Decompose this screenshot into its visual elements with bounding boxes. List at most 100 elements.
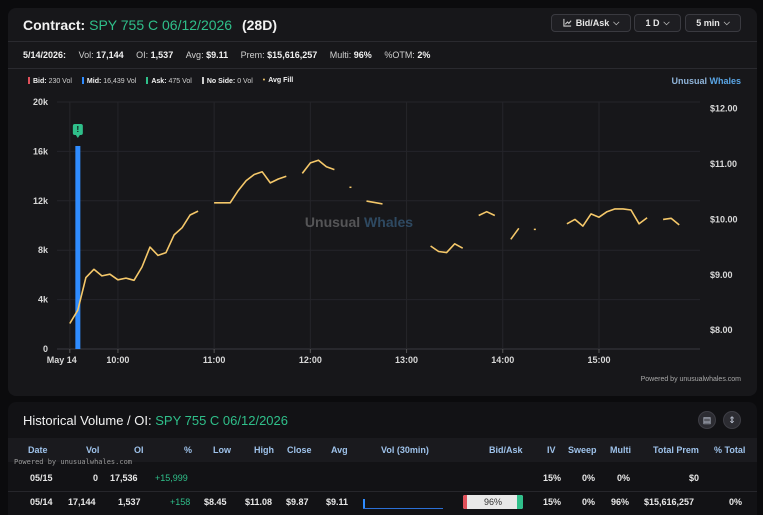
col-avg[interactable]: Avg bbox=[331, 445, 348, 455]
cell-date: 05/15 bbox=[30, 473, 53, 483]
interval-label: 5 min bbox=[696, 18, 720, 28]
cell-avg: $9.11 bbox=[326, 497, 349, 507]
table-row[interactable]: 05/15 0 17,536 +15,999 15% 0% 0% $0 bbox=[8, 469, 757, 489]
chevron-down-icon: ⌵ bbox=[723, 18, 730, 27]
col-vol[interactable]: Vol bbox=[86, 445, 100, 455]
contract-title: Contract: SPY 755 C 06/12/2026 (28D) bbox=[23, 17, 277, 33]
legend-ask[interactable]: Ask: 475 Vol bbox=[146, 77, 192, 85]
watermark-part1: Unusual bbox=[305, 214, 360, 230]
avg-fill-line[interactable] bbox=[478, 210, 496, 217]
table-icon: ▤ bbox=[702, 414, 712, 425]
cell-vol: 17,144 bbox=[68, 497, 96, 507]
col-date[interactable]: Date bbox=[28, 445, 48, 455]
contract-chart-panel: Contract: SPY 755 C 06/12/2026 (28D) Bid… bbox=[8, 8, 757, 396]
y-left-tick-label: 8k bbox=[38, 245, 49, 255]
avg-fill-line[interactable] bbox=[301, 159, 335, 174]
avg-fill-line[interactable] bbox=[566, 208, 648, 227]
col-low[interactable]: Low bbox=[213, 445, 231, 455]
historical-contract[interactable]: SPY 755 C 06/12/2026 bbox=[155, 413, 288, 428]
col-close[interactable]: Close bbox=[287, 445, 312, 455]
volume-bar[interactable] bbox=[75, 145, 81, 349]
legend-ask-value: 475 Vol bbox=[168, 78, 192, 85]
historical-title-label: Historical Volume / OI: bbox=[23, 413, 152, 428]
cell-close: $9.87 bbox=[286, 497, 309, 507]
table-header: Date Vol OI % Low High Close Avg Vol (30… bbox=[8, 438, 757, 462]
timeframe-label: 1 D bbox=[645, 18, 660, 28]
col-bidask[interactable]: Bid/Ask bbox=[489, 445, 523, 455]
col-oi[interactable]: OI bbox=[134, 445, 144, 455]
chart-icon bbox=[563, 18, 572, 29]
vol30-bar-fill bbox=[363, 499, 365, 508]
volume-price-chart[interactable]: ! 0 4k 8k 12k 16k 20k $8.00 $9.00 $10.00 $11.00 $1… bbox=[8, 90, 757, 390]
avg-fill-line[interactable] bbox=[510, 227, 520, 240]
legend-mid-value: 16,439 Vol bbox=[103, 78, 137, 85]
row-divider bbox=[8, 491, 757, 492]
cell-total-prem: $15,616,257 bbox=[644, 497, 695, 507]
sort-button[interactable]: ⇕ bbox=[723, 411, 741, 429]
col-iv[interactable]: IV bbox=[547, 445, 556, 455]
stats-divider bbox=[8, 68, 757, 69]
avg-fill-line[interactable] bbox=[366, 200, 383, 205]
chevron-down-icon: ⌵ bbox=[613, 18, 620, 27]
x-tick-label: May 14 bbox=[47, 355, 77, 365]
oi-label: OI: bbox=[136, 50, 149, 60]
avg-fill-line[interactable] bbox=[430, 243, 464, 254]
table-powered-by[interactable]: Powered by unusualwhales.com bbox=[14, 458, 133, 466]
historical-title: Historical Volume / OI: SPY 755 C 06/12/… bbox=[23, 413, 288, 428]
cell-pct-total: 0% bbox=[729, 497, 743, 507]
avg-fill-line[interactable] bbox=[662, 217, 680, 226]
contract-stats: 5/14/2026: Vol: 17,144 OI: 1,537 Avg: $9… bbox=[23, 50, 430, 60]
header-divider bbox=[8, 41, 757, 42]
bid-segment bbox=[463, 495, 467, 509]
stats-premium: $15,616,257 bbox=[267, 50, 318, 60]
col-pct[interactable]: % bbox=[184, 445, 193, 455]
y-left-tick-label: 0 bbox=[43, 344, 48, 354]
legend-noside-label: No Side: bbox=[206, 78, 236, 85]
col-multi[interactable]: Multi bbox=[610, 445, 631, 455]
cell-sweep: 0% bbox=[582, 497, 596, 507]
prem-label: Prem: bbox=[240, 50, 265, 60]
y-right-tick-label: $12.00 bbox=[710, 104, 738, 114]
col-sweep[interactable]: Sweep bbox=[568, 445, 597, 455]
cell-vol: 0 bbox=[93, 473, 99, 483]
y-left-tick-label: 4k bbox=[38, 295, 49, 305]
sort-icon: ⇕ bbox=[728, 414, 736, 425]
cell-sweep: 0% bbox=[582, 473, 596, 483]
stats-otm: 2% bbox=[417, 50, 431, 60]
stats-avg: $9.11 bbox=[206, 50, 229, 60]
chart-mode-dropdown[interactable]: Bid/Ask ⌵ bbox=[551, 14, 631, 32]
col-vol30[interactable]: Vol (30min) bbox=[381, 445, 429, 455]
legend-no-side[interactable]: No Side: 0 Vol bbox=[201, 77, 253, 85]
avg-fill-line[interactable] bbox=[214, 171, 287, 204]
legend-bid-label: Bid: bbox=[33, 78, 47, 85]
legend-avg-fill[interactable]: • Avg Fill bbox=[262, 77, 294, 84]
stats-oi: 1,537 bbox=[150, 50, 174, 60]
y-right-tick-label: $8.00 bbox=[710, 325, 733, 335]
vol-label: Vol: bbox=[78, 50, 94, 60]
x-tick-label: 14:00 bbox=[491, 355, 514, 365]
contract-name[interactable]: SPY 755 C 06/12/2026 bbox=[89, 17, 233, 33]
flag-marker-text: ! bbox=[77, 125, 80, 134]
interval-dropdown[interactable]: 5 min ⌵ bbox=[685, 14, 741, 32]
x-tick-label: 15:00 bbox=[587, 355, 610, 365]
col-total-prem[interactable]: Total Prem bbox=[653, 445, 699, 455]
chart-mode-label: Bid/Ask bbox=[575, 18, 610, 28]
days-to-expiry: (28D) bbox=[241, 17, 277, 33]
avg-fill-line[interactable] bbox=[69, 210, 199, 324]
legend-bid-value: 230 Vol bbox=[48, 78, 72, 85]
vol30-bar bbox=[363, 497, 443, 509]
otm-label: %OTM: bbox=[384, 50, 415, 60]
col-high[interactable]: High bbox=[254, 445, 274, 455]
y-left-tick-label: 12k bbox=[33, 196, 49, 206]
legend-mid[interactable]: Mid: 16,439 Vol bbox=[81, 77, 137, 85]
col-pct-total[interactable]: % Total bbox=[714, 445, 746, 455]
legend-noside-value: 0 Vol bbox=[237, 78, 253, 85]
brand-part1: Unusual bbox=[671, 76, 707, 86]
stats-volume: 17,144 bbox=[96, 50, 124, 60]
legend-bid[interactable]: Bid: 230 Vol bbox=[28, 77, 72, 85]
table-row[interactable]: 05/14 17,144 1,537 +158 $8.45 $11.08 $9.… bbox=[8, 493, 757, 513]
powered-by-label[interactable]: Powered by unusualwhales.com bbox=[640, 376, 741, 383]
table-view-button[interactable]: ▤ bbox=[698, 411, 716, 429]
flag-marker-icon[interactable] bbox=[72, 123, 83, 135]
timeframe-dropdown[interactable]: 1 D ⌵ bbox=[634, 14, 681, 32]
